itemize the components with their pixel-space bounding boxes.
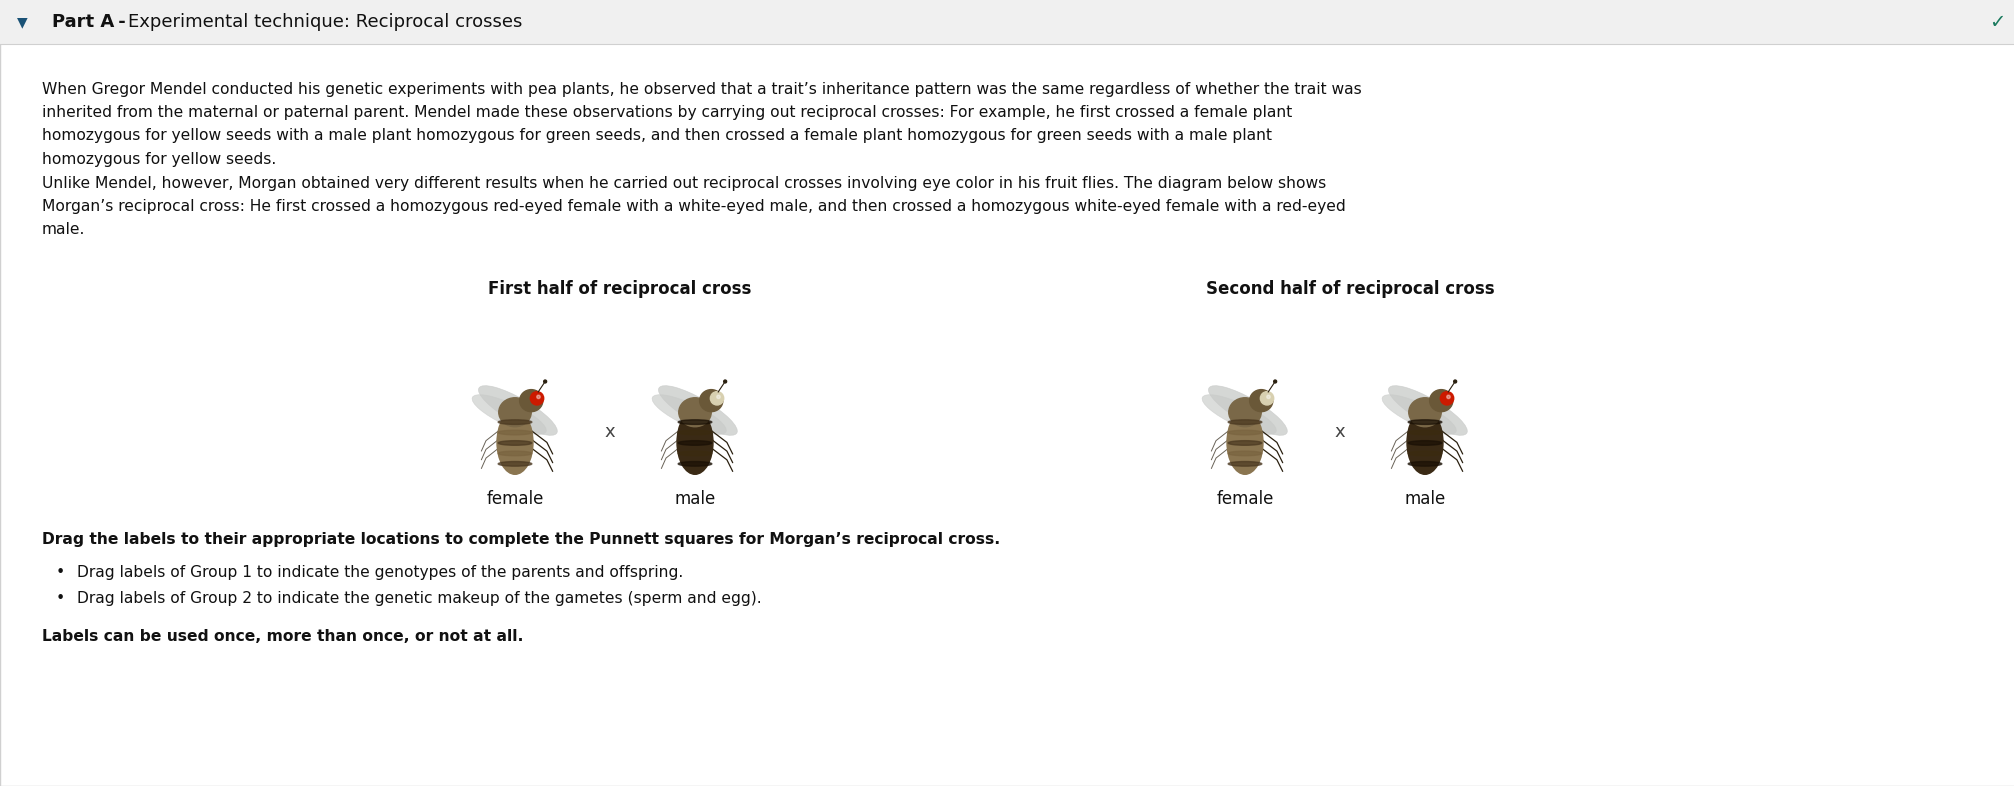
- Ellipse shape: [497, 441, 532, 446]
- Ellipse shape: [497, 420, 532, 424]
- Ellipse shape: [1408, 441, 1442, 446]
- Ellipse shape: [471, 395, 546, 435]
- Text: Drag the labels to their appropriate locations to complete the Punnett squares f: Drag the labels to their appropriate loc…: [42, 532, 999, 547]
- Circle shape: [711, 391, 723, 405]
- Text: •: •: [54, 565, 64, 580]
- Ellipse shape: [679, 420, 711, 424]
- Circle shape: [717, 395, 719, 399]
- Ellipse shape: [679, 441, 711, 446]
- Ellipse shape: [1229, 441, 1261, 446]
- Text: Second half of reciprocal cross: Second half of reciprocal cross: [1204, 281, 1494, 299]
- Circle shape: [530, 391, 544, 405]
- Ellipse shape: [679, 451, 711, 456]
- Ellipse shape: [1408, 398, 1440, 427]
- Circle shape: [536, 395, 540, 399]
- Text: inherited from the maternal or paternal parent. Mendel made these observations b: inherited from the maternal or paternal …: [42, 105, 1291, 120]
- Text: homozygous for yellow seeds.: homozygous for yellow seeds.: [42, 152, 276, 167]
- Ellipse shape: [1229, 420, 1261, 424]
- Ellipse shape: [1408, 461, 1442, 466]
- Text: ▼: ▼: [16, 15, 28, 29]
- Text: Morgan’s reciprocal cross: He first crossed a homozygous red-eyed female with a : Morgan’s reciprocal cross: He first cros…: [42, 199, 1345, 214]
- Circle shape: [1446, 395, 1450, 399]
- Text: When Gregor Mendel conducted his genetic experiments with pea plants, he observe: When Gregor Mendel conducted his genetic…: [42, 82, 1361, 97]
- Text: male: male: [1404, 490, 1444, 508]
- Circle shape: [1440, 391, 1452, 405]
- Ellipse shape: [1406, 410, 1442, 474]
- Ellipse shape: [1408, 430, 1442, 435]
- Text: x: x: [1333, 424, 1345, 442]
- Text: First half of reciprocal cross: First half of reciprocal cross: [487, 281, 751, 299]
- Ellipse shape: [677, 410, 713, 474]
- Circle shape: [544, 380, 546, 383]
- Bar: [0, 0, 2014, 44]
- Text: Labels can be used once, more than once, or not at all.: Labels can be used once, more than once,…: [42, 630, 524, 645]
- Text: ✓: ✓: [1988, 13, 2004, 31]
- Circle shape: [1259, 391, 1273, 405]
- Text: homozygous for yellow seeds with a male plant homozygous for green seeds, and th: homozygous for yellow seeds with a male …: [42, 128, 1271, 143]
- Text: Drag labels of Group 1 to indicate the genotypes of the parents and offspring.: Drag labels of Group 1 to indicate the g…: [77, 565, 683, 580]
- Ellipse shape: [679, 461, 711, 466]
- Ellipse shape: [1229, 398, 1261, 427]
- Ellipse shape: [520, 390, 542, 412]
- Ellipse shape: [1229, 461, 1261, 466]
- Ellipse shape: [499, 398, 532, 427]
- Ellipse shape: [1428, 390, 1452, 412]
- Text: female: female: [485, 490, 544, 508]
- Ellipse shape: [1229, 430, 1261, 435]
- Text: Unlike Mendel, however, Morgan obtained very different results when he carried o: Unlike Mendel, however, Morgan obtained …: [42, 176, 1325, 191]
- Ellipse shape: [679, 398, 711, 427]
- Text: male.: male.: [42, 222, 85, 237]
- Ellipse shape: [1227, 410, 1263, 474]
- Ellipse shape: [659, 386, 737, 435]
- Text: Experimental technique: Reciprocal crosses: Experimental technique: Reciprocal cross…: [129, 13, 522, 31]
- Text: male: male: [675, 490, 715, 508]
- Ellipse shape: [497, 451, 532, 456]
- Ellipse shape: [1382, 395, 1456, 435]
- Ellipse shape: [1229, 451, 1261, 456]
- Ellipse shape: [699, 390, 723, 412]
- Circle shape: [1452, 380, 1456, 383]
- Ellipse shape: [1202, 395, 1275, 435]
- Circle shape: [1273, 380, 1277, 383]
- Ellipse shape: [497, 430, 532, 435]
- Ellipse shape: [1208, 386, 1287, 435]
- Text: female: female: [1216, 490, 1273, 508]
- Ellipse shape: [653, 395, 725, 435]
- Ellipse shape: [1249, 390, 1273, 412]
- Ellipse shape: [1408, 420, 1442, 424]
- Circle shape: [723, 380, 727, 383]
- Ellipse shape: [1388, 386, 1466, 435]
- Text: Drag labels of Group 2 to indicate the genetic makeup of the gametes (sperm and : Drag labels of Group 2 to indicate the g…: [77, 591, 761, 607]
- Ellipse shape: [1408, 451, 1442, 456]
- Text: -: -: [113, 13, 133, 31]
- Ellipse shape: [497, 461, 532, 466]
- Text: Part A: Part A: [52, 13, 115, 31]
- Ellipse shape: [679, 430, 711, 435]
- Text: x: x: [604, 424, 614, 442]
- Text: •: •: [54, 591, 64, 607]
- Ellipse shape: [497, 410, 534, 474]
- Circle shape: [1267, 395, 1269, 399]
- Ellipse shape: [477, 386, 558, 435]
